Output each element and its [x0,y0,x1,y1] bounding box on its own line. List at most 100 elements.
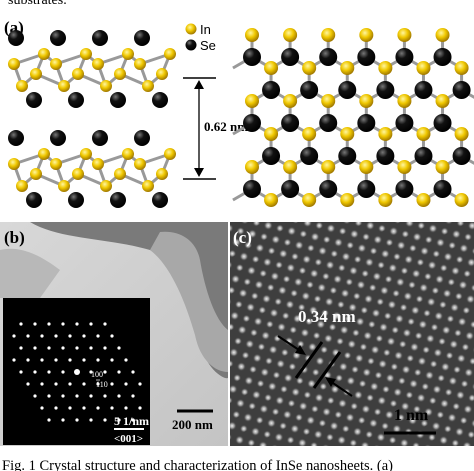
atom [100,180,112,192]
caption: Fig. 1 Crystal structure and characteriz… [2,458,393,471]
atom [454,127,469,141]
atom [376,81,395,99]
atom [72,168,84,180]
atom [114,68,126,80]
atom [152,192,168,208]
diffraction-spot [75,418,79,422]
atom [319,48,338,66]
diffraction-spot [124,406,128,410]
atom [92,58,104,70]
diffraction-spot [19,322,23,326]
diffraction-spot [96,406,100,410]
atom [340,61,355,75]
diffraction-spot [82,382,86,386]
atom [340,127,355,141]
diffraction-spot [96,334,100,338]
legend-label: Se [200,38,216,53]
atom [435,160,450,174]
diffraction-spot [33,370,37,374]
diffraction-spot [61,322,65,326]
atom [395,114,414,132]
diffraction-spot [40,358,44,362]
atom [92,30,108,46]
diffraction-spot [54,406,58,410]
diffraction-spot [110,334,114,338]
fringe-marker [294,341,324,379]
diffraction-spot [103,346,107,350]
atom [243,48,261,66]
atom [433,180,452,198]
atom [142,180,154,192]
atom [414,81,433,99]
diffraction-spot [47,322,51,326]
atom [50,30,66,46]
atom [338,147,357,165]
atom [319,180,338,198]
atom [359,160,374,174]
atom [134,58,146,70]
atom [283,160,298,174]
diffraction-spot [124,382,128,386]
atom [156,168,168,180]
atom [156,68,168,80]
atom [68,192,84,208]
atom [245,160,259,174]
atom [8,130,24,146]
zone-axis: <001> [114,433,143,445]
diffraction-spot [19,346,23,350]
diffraction-spot [117,418,121,422]
diffraction-spot [40,382,44,386]
atom [134,158,146,170]
diffraction-spot [138,406,142,410]
atom [30,68,42,80]
diffraction-spot [110,406,114,410]
diffraction-spot [33,394,37,398]
diffraction-spot [54,334,58,338]
panel-label: (b) [4,228,25,247]
diffraction-spot [117,394,121,398]
atom [283,94,298,108]
panel-a: (a) In Se 0.62 nm [4,18,474,208]
atom [397,160,412,174]
diffraction-spot [89,418,93,422]
atom [164,148,176,160]
diffraction-spot [61,370,65,374]
atom [38,148,50,160]
atom [50,130,66,146]
atom [435,94,450,108]
atom [357,114,376,132]
spacing-label: 0.34 nm [298,307,356,326]
diffraction-spot [131,370,135,374]
diffraction-spot [82,358,86,362]
diffraction-spot [131,394,135,398]
diffraction-spot [103,418,107,422]
atom [454,193,469,207]
scale-bar-label: 200 nm [172,417,213,432]
atom [264,127,279,141]
atom [302,193,317,207]
diffraction-spot [138,382,142,386]
tem-flake [150,231,228,372]
legend-label: In [200,22,211,37]
atom [397,28,412,42]
atom [321,28,336,42]
diffraction-spot [82,334,86,338]
atom [264,193,279,207]
atom [8,30,24,46]
arrow-head [325,377,336,387]
diffraction-spot [117,346,121,350]
atom [340,193,355,207]
diffraction-spot [68,334,72,338]
atom [134,130,150,146]
header-text: substrates. [8,0,67,8]
scale-bar-label: 1 nm [394,407,429,424]
atom [281,48,300,66]
atom [243,180,261,198]
diffraction-spot [75,322,79,326]
atom [26,192,42,208]
diffraction-spot [12,334,16,338]
atom [283,28,298,42]
panel-b: (b) 100 110 5 1/nm <001> 200 nm [0,222,228,446]
atom [338,81,357,99]
diffraction-spot [110,358,114,362]
